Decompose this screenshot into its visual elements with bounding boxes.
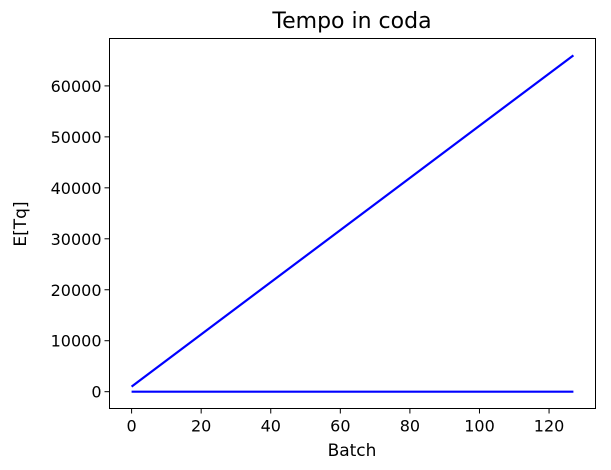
y-tick-label-5: 50000 bbox=[51, 128, 102, 147]
y-tick-label-0: 0 bbox=[91, 383, 101, 402]
y-axis: 0 10000 20000 30000 40000 50000 60000 bbox=[51, 77, 110, 402]
x-tick-label-6: 120 bbox=[534, 417, 565, 436]
y-tick-label-3: 30000 bbox=[51, 230, 102, 249]
plot-frame bbox=[109, 38, 596, 409]
x-axis: 0 20 40 60 80 100 120 bbox=[126, 408, 565, 436]
x-tick-label-0: 0 bbox=[126, 417, 136, 436]
y-tick-label-1: 10000 bbox=[51, 332, 102, 351]
series-layer bbox=[130, 54, 575, 393]
series-line-1 bbox=[130, 54, 575, 388]
y-tick-label-2: 20000 bbox=[51, 281, 102, 300]
x-tick-label-2: 40 bbox=[261, 417, 281, 436]
y-axis-label: E[Tq] bbox=[11, 201, 31, 246]
x-tick-label-1: 20 bbox=[191, 417, 211, 436]
x-tick-label-3: 60 bbox=[330, 417, 350, 436]
chart-title: Tempo in coda bbox=[271, 9, 431, 34]
y-tick-label-4: 40000 bbox=[51, 179, 102, 198]
x-tick-label-5: 100 bbox=[464, 417, 495, 436]
x-axis-label: Batch bbox=[328, 441, 377, 461]
x-tick-label-4: 80 bbox=[400, 417, 420, 436]
y-tick-label-6: 60000 bbox=[51, 77, 102, 96]
